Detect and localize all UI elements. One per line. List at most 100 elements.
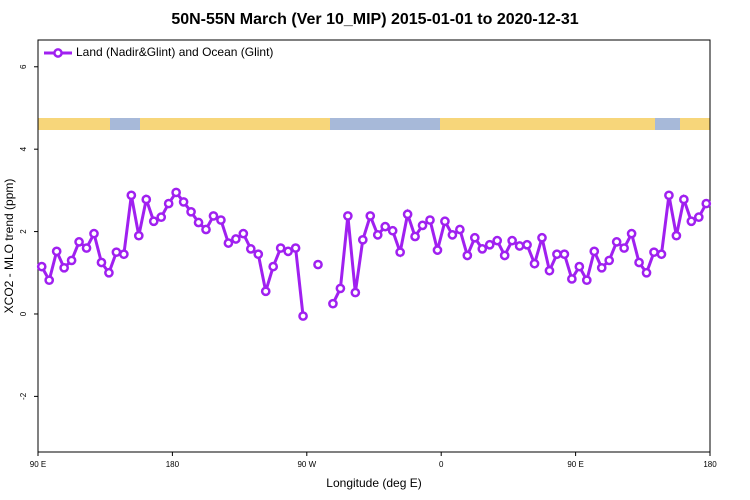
point bbox=[245, 244, 256, 254]
point bbox=[462, 250, 473, 261]
point bbox=[44, 275, 55, 286]
point bbox=[432, 245, 443, 255]
point bbox=[178, 197, 189, 207]
point bbox=[514, 241, 525, 251]
point bbox=[656, 249, 667, 260]
point bbox=[469, 232, 480, 243]
point bbox=[193, 217, 204, 228]
point bbox=[604, 255, 615, 266]
y-tick-label: 2 bbox=[19, 229, 28, 234]
point bbox=[372, 230, 383, 240]
point bbox=[537, 232, 547, 243]
point bbox=[552, 249, 562, 260]
point bbox=[529, 258, 540, 269]
point bbox=[89, 228, 99, 239]
point bbox=[410, 231, 420, 242]
point bbox=[156, 212, 167, 223]
point bbox=[499, 250, 510, 261]
point bbox=[649, 247, 659, 258]
point bbox=[81, 243, 92, 253]
point bbox=[231, 234, 241, 244]
point bbox=[507, 235, 517, 246]
point bbox=[290, 243, 301, 253]
point bbox=[171, 187, 181, 198]
point bbox=[201, 224, 211, 235]
x-tick-label: 90 W bbox=[297, 460, 316, 469]
point bbox=[104, 267, 114, 278]
plot-frame bbox=[37, 39, 711, 453]
point bbox=[133, 230, 144, 241]
point bbox=[484, 239, 495, 250]
point bbox=[641, 267, 652, 278]
point bbox=[74, 237, 84, 247]
point bbox=[455, 224, 465, 235]
point bbox=[567, 274, 577, 284]
point bbox=[492, 235, 503, 246]
point bbox=[686, 216, 697, 227]
point bbox=[664, 190, 674, 201]
point bbox=[365, 211, 376, 221]
point bbox=[693, 212, 704, 223]
point bbox=[559, 249, 570, 260]
y-tick-label: -2 bbox=[19, 392, 28, 400]
legend-marker bbox=[53, 48, 63, 58]
point bbox=[275, 243, 286, 253]
point bbox=[425, 215, 435, 225]
point bbox=[477, 244, 488, 254]
point bbox=[544, 265, 555, 276]
point bbox=[402, 209, 413, 220]
point bbox=[387, 225, 398, 236]
point bbox=[380, 221, 391, 232]
x-tick-label: 0 bbox=[439, 460, 444, 469]
point bbox=[51, 246, 62, 257]
point bbox=[611, 237, 622, 247]
x-tick-label: 180 bbox=[703, 460, 717, 469]
point bbox=[260, 286, 271, 297]
point bbox=[126, 190, 137, 201]
point bbox=[357, 234, 368, 245]
series-line bbox=[40, 189, 305, 317]
x-tick-label: 180 bbox=[166, 460, 180, 469]
point bbox=[163, 198, 174, 209]
point bbox=[111, 247, 122, 258]
x-tick-label: 90 E bbox=[567, 460, 583, 469]
point bbox=[343, 211, 353, 221]
point bbox=[208, 211, 219, 221]
x-axis-title: Longitude (deg E) bbox=[326, 476, 421, 490]
point bbox=[313, 259, 323, 270]
point bbox=[59, 262, 69, 273]
point bbox=[634, 257, 644, 268]
point bbox=[328, 298, 338, 309]
y-tick-label: 0 bbox=[19, 311, 28, 316]
point bbox=[447, 230, 458, 240]
point bbox=[186, 206, 196, 217]
point bbox=[417, 220, 428, 231]
point bbox=[238, 228, 249, 239]
x-tick-label: 90 E bbox=[30, 460, 46, 469]
point bbox=[596, 262, 607, 273]
point bbox=[395, 247, 405, 258]
point bbox=[141, 194, 152, 205]
point bbox=[148, 216, 159, 227]
point bbox=[36, 261, 47, 272]
point bbox=[66, 255, 77, 266]
point bbox=[701, 198, 712, 209]
point bbox=[350, 287, 361, 298]
point bbox=[522, 239, 532, 250]
y-tick-label: 6 bbox=[19, 64, 28, 69]
point bbox=[335, 283, 346, 294]
point bbox=[574, 261, 585, 272]
point bbox=[268, 261, 279, 272]
y-tick-label: 4 bbox=[19, 146, 28, 151]
point bbox=[119, 249, 129, 260]
point bbox=[216, 215, 226, 225]
point bbox=[440, 216, 450, 227]
point bbox=[619, 243, 629, 253]
point bbox=[626, 228, 637, 239]
point bbox=[298, 311, 308, 321]
point bbox=[589, 246, 600, 257]
point bbox=[581, 275, 592, 286]
chart-title: 50N-55N March (Ver 10_MIP) 2015-01-01 to… bbox=[171, 11, 578, 28]
point bbox=[223, 238, 234, 248]
